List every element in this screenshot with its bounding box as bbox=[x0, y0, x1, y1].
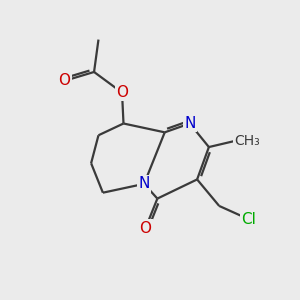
Text: N: N bbox=[184, 116, 195, 131]
Text: CH₃: CH₃ bbox=[234, 134, 260, 148]
Text: O: O bbox=[116, 85, 128, 100]
Text: Cl: Cl bbox=[241, 212, 256, 227]
Text: N: N bbox=[138, 176, 150, 191]
Text: O: O bbox=[140, 220, 152, 236]
Text: O: O bbox=[58, 73, 70, 88]
